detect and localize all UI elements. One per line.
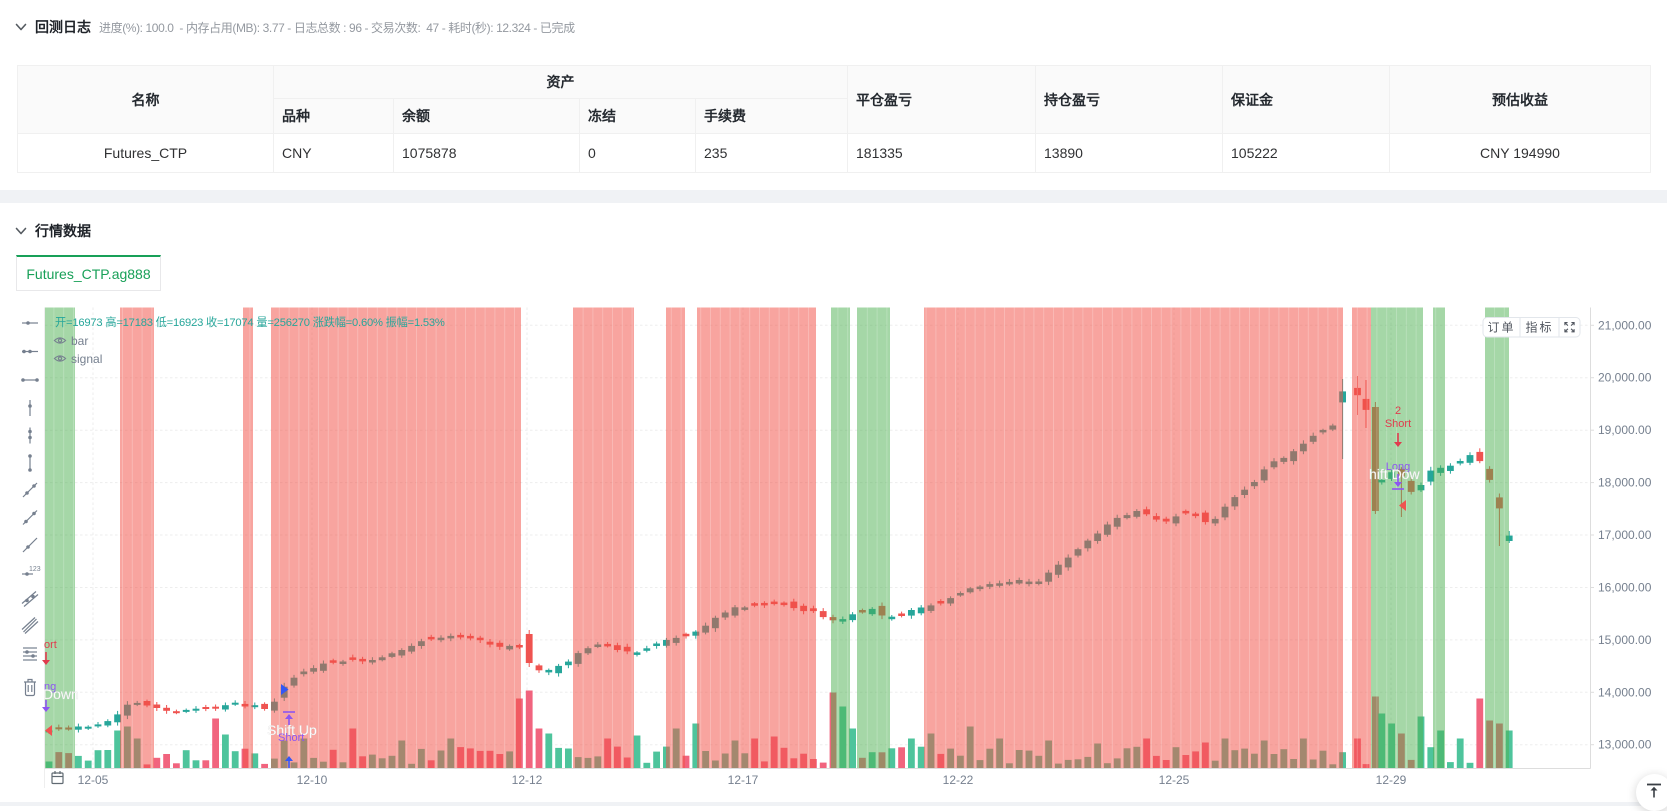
svg-text:14,000.00: 14,000.00 [1598,685,1652,699]
svg-text:开=16973 高=17183 低=16923 收=1707: 开=16973 高=17183 低=16923 收=17074 量=256270… [55,315,445,329]
svg-text:Down: Down [43,686,79,702]
svg-text:12-29: 12-29 [1376,773,1407,787]
svg-text:17,000.00: 17,000.00 [1598,528,1652,542]
svg-text:18,000.00: 18,000.00 [1598,476,1652,490]
svg-text:15,000.00: 15,000.00 [1598,633,1652,647]
svg-text:12-17: 12-17 [728,773,759,787]
svg-text:hift Dow: hift Dow [1369,466,1420,482]
svg-text:19,000.00: 19,000.00 [1598,423,1652,437]
svg-text:指标: 指标 [1525,320,1553,335]
svg-text:signal: signal [71,352,102,366]
svg-text:12-12: 12-12 [512,773,543,787]
svg-text:2: 2 [1395,405,1401,417]
svg-text:12-10: 12-10 [297,773,328,787]
svg-text:20,000.00: 20,000.00 [1598,371,1652,385]
svg-text:12-25: 12-25 [1159,773,1190,787]
svg-text:21,000.00: 21,000.00 [1598,318,1652,332]
svg-text:12-05: 12-05 [78,773,109,787]
svg-text:Shift Up: Shift Up [267,722,317,738]
svg-text:ort: ort [44,639,57,651]
svg-text:订单: 订单 [1487,321,1515,335]
svg-text:Long: Long [1386,461,1410,473]
svg-text:Short: Short [1385,418,1411,430]
svg-text:13,000.00: 13,000.00 [1598,738,1652,752]
svg-text:bar: bar [71,334,88,348]
svg-text:16,000.00: 16,000.00 [1598,581,1652,595]
svg-text:ng: ng [44,681,56,693]
svg-text:12-22: 12-22 [943,773,974,787]
svg-text:Short: Short [278,732,304,744]
svg-text:123: 123 [29,566,41,573]
